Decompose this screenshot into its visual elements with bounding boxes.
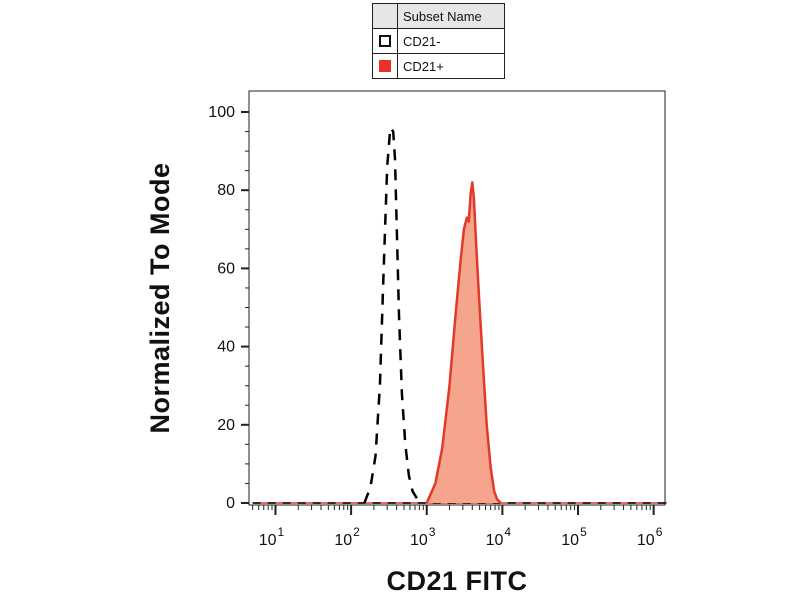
x-tick-base: 10 (561, 532, 579, 549)
legend-entry-cd21-pos: CD21+ (373, 53, 504, 78)
legend-swatch-cell (373, 29, 398, 53)
x-tick-base: 10 (637, 532, 655, 549)
series-layer (252, 126, 667, 505)
x-tick-exponent: 5 (580, 525, 587, 539)
x-tick-label-1e3: 103 (410, 525, 436, 549)
x-tick-label-1e4: 104 (486, 525, 512, 549)
legend-label: CD21- (403, 33, 441, 49)
legend-header: Subset Name (403, 8, 482, 24)
x-tick-exponent: 6 (656, 525, 663, 539)
x-tick-base: 10 (334, 532, 352, 549)
y-tick-label-20: 20 (217, 417, 235, 434)
y-axis-title: Normalized To Mode (145, 162, 175, 434)
legend-header-row: Subset Name (373, 4, 504, 28)
legend-swatch-filled (379, 60, 391, 72)
y-tick-label-0: 0 (226, 495, 235, 512)
legend-swatch-outline (379, 35, 391, 47)
y-tick-label-80: 80 (217, 182, 235, 199)
legend-swatch-cell (373, 54, 398, 78)
x-tick-exponent: 1 (278, 525, 285, 539)
legend-label: CD21+ (403, 58, 444, 74)
x-tick-exponent: 3 (429, 525, 436, 539)
x-tick-base: 10 (486, 532, 504, 549)
y-tick-label-60: 60 (217, 260, 235, 277)
x-axis: 101 102 103 104 105 106 (252, 505, 663, 549)
legend-header-swatch-cell (373, 4, 398, 28)
x-axis-title: CD21 FITC (386, 566, 528, 596)
legend: Subset Name CD21- CD21+ (372, 3, 505, 79)
y-tick-label-40: 40 (217, 339, 235, 356)
x-tick-label-1e6: 106 (637, 525, 663, 549)
legend-entry-cd21-neg: CD21- (373, 28, 504, 53)
x-tick-exponent: 4 (504, 525, 511, 539)
y-tick-label-100: 100 (208, 104, 235, 121)
series-line-cd21-neg (363, 126, 424, 505)
x-tick-exponent: 2 (353, 525, 360, 539)
y-axis: 0 20 40 60 80 100 (208, 104, 249, 512)
series-line-cd21-pos (425, 181, 502, 504)
x-tick-label-1e2: 102 (334, 525, 360, 549)
x-tick-base: 10 (410, 532, 428, 549)
x-tick-label-1e5: 105 (561, 525, 587, 549)
x-tick-label-1e1: 101 (259, 525, 285, 549)
x-tick-base: 10 (259, 532, 277, 549)
